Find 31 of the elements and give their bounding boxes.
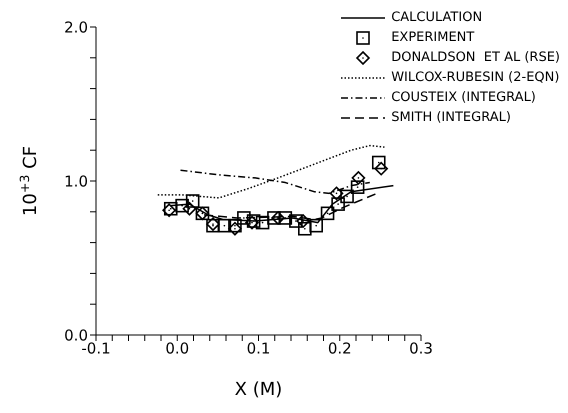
x-axis-title: X (M) — [234, 379, 282, 400]
x-tick-label: 0.0 — [165, 340, 190, 358]
point — [352, 171, 366, 185]
legend-label: DONALDSON ET AL (RSE) — [391, 49, 560, 67]
point — [330, 186, 344, 200]
point — [267, 211, 281, 225]
point — [175, 198, 189, 212]
point — [350, 180, 364, 194]
x-tick-label: 0.1 — [246, 340, 270, 358]
y-tick-label: 2.0 — [64, 18, 88, 36]
y-tick-label: 1.0 — [64, 172, 88, 190]
legend-label: EXPERIMENT — [391, 29, 474, 47]
point — [289, 214, 303, 228]
x-tick-label: 0.3 — [409, 340, 433, 358]
legend-label: WILCOX-RUBESIN (2-EQN) — [391, 69, 560, 87]
x-tick-label: 0.2 — [328, 340, 352, 358]
point — [237, 211, 251, 225]
point — [256, 216, 270, 230]
point — [186, 194, 200, 208]
point — [278, 211, 292, 225]
legend-label: CALCULATION — [391, 9, 482, 27]
point — [331, 197, 345, 211]
legend-label: SMITH (INTEGRAL) — [391, 109, 511, 127]
point — [228, 218, 242, 232]
point — [372, 156, 386, 170]
legend-label: COUSTEIX (INTEGRAL) — [391, 89, 536, 107]
point — [374, 162, 388, 176]
point — [309, 218, 323, 232]
point — [340, 190, 354, 204]
point — [320, 206, 334, 220]
point — [298, 222, 312, 236]
